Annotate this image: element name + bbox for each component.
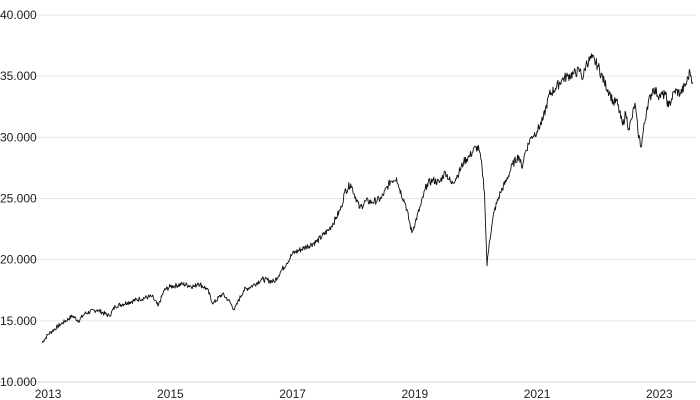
x-tick-label: 2015	[157, 387, 184, 400]
y-tick-label: 20.000	[0, 253, 37, 267]
y-tick-label: 40.000	[0, 8, 37, 22]
y-tick-label: 35.000	[0, 69, 37, 83]
x-tick-label: 2013	[35, 387, 62, 400]
series	[41, 53, 694, 344]
y-tick-label: 25.000	[0, 192, 37, 206]
series-line	[41, 53, 694, 344]
x-tick-label: 2017	[279, 387, 306, 400]
y-tick-label: 15.000	[0, 314, 37, 328]
x-tick-label: 2019	[401, 387, 428, 400]
y-tick-label: 10.000	[0, 375, 37, 389]
x-tick-label: 2021	[524, 387, 551, 400]
x-axis: 2013 2015 2017 2019 2021 2023	[35, 387, 673, 400]
y-axis: 10.000 15.000 20.000 25.000 30.000 35.000 40.0…	[0, 8, 37, 389]
x-tick-label: 2023	[646, 387, 673, 400]
y-tick-label: 30.000	[0, 130, 37, 144]
gridlines	[0, 14, 696, 383]
